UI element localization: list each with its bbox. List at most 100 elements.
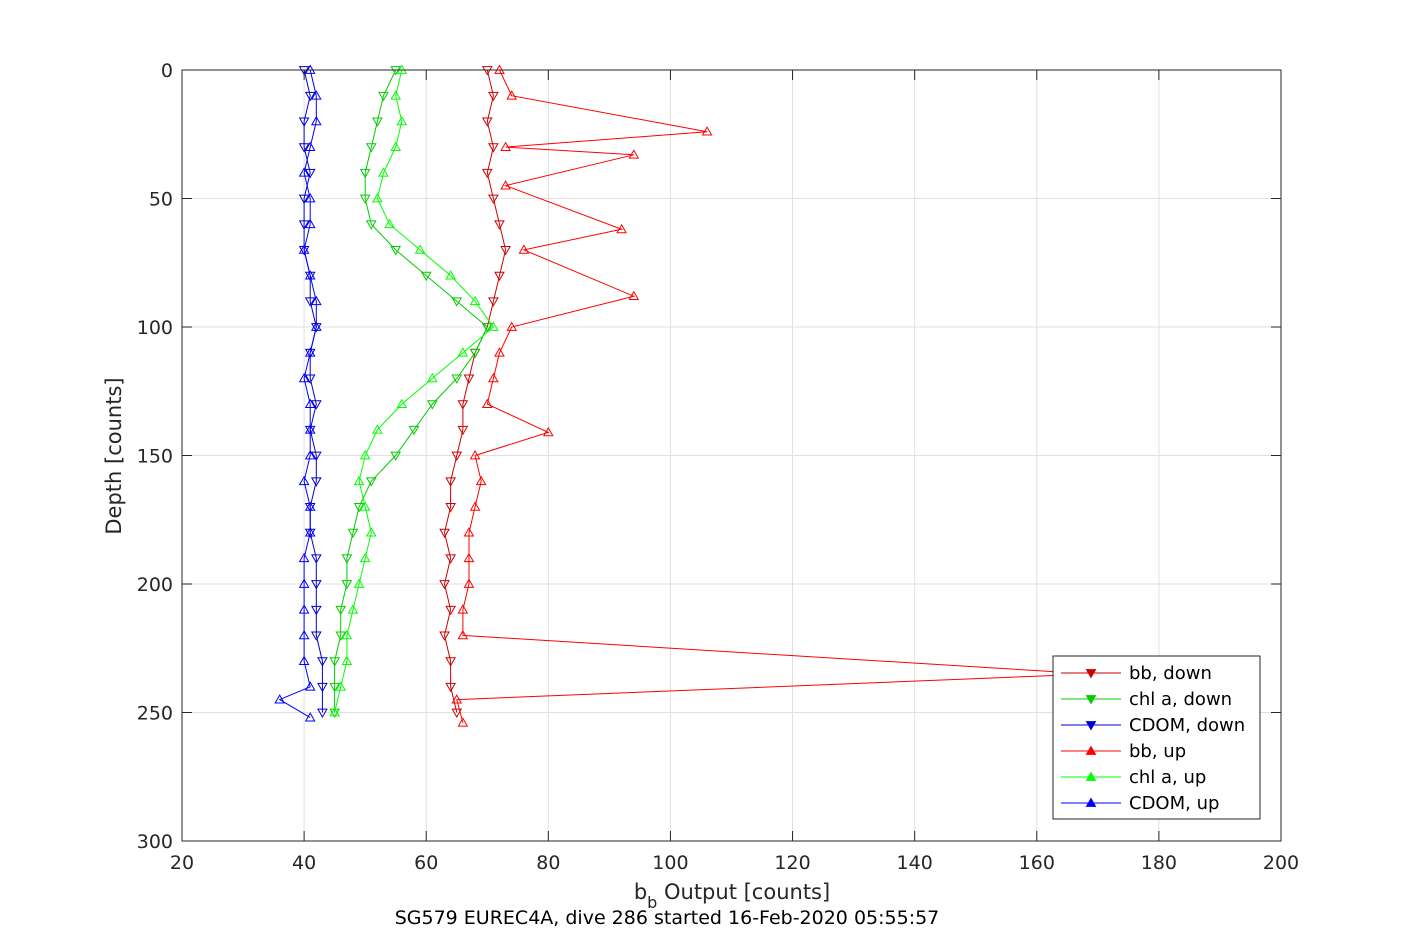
data-point xyxy=(396,398,408,408)
legend-box xyxy=(1052,655,1261,820)
data-point xyxy=(494,64,505,74)
x-axis-label: bb Output [counts] xyxy=(634,880,830,912)
series-line xyxy=(456,69,1092,723)
data-point xyxy=(488,91,499,102)
data-point xyxy=(396,115,408,126)
data-point xyxy=(304,297,316,307)
data-point xyxy=(359,552,371,563)
data-point xyxy=(451,451,463,462)
data-point xyxy=(451,297,463,307)
data-point xyxy=(390,246,402,256)
data-point xyxy=(353,578,365,588)
y-tick-label: 50 xyxy=(149,189,173,211)
x-tick-label: 60 xyxy=(414,852,438,874)
data-point xyxy=(518,244,530,254)
y-tick-label: 150 xyxy=(137,446,173,468)
data-point xyxy=(457,347,469,357)
legend-label: CDOM, down xyxy=(1129,715,1245,736)
data-point xyxy=(304,192,316,203)
data-point xyxy=(445,605,457,616)
data-point xyxy=(488,321,499,331)
x-tick-label: 180 xyxy=(1141,852,1177,874)
data-point xyxy=(451,694,463,704)
data-point xyxy=(304,271,316,282)
data-point xyxy=(304,681,316,691)
series-line xyxy=(278,69,317,719)
data-point xyxy=(353,503,365,513)
data-point xyxy=(488,143,499,153)
data-point xyxy=(481,66,493,76)
data-point xyxy=(298,246,310,256)
data-point xyxy=(488,194,499,205)
data-point xyxy=(298,220,310,230)
data-point xyxy=(341,629,353,640)
data-point xyxy=(310,605,322,616)
data-point xyxy=(481,117,493,127)
data-point xyxy=(445,503,457,513)
data-point xyxy=(341,554,353,564)
data-point xyxy=(616,223,627,234)
legend: bb, down chl a, down CDOM, down bb, up chl a… xyxy=(1052,655,1261,820)
data-point xyxy=(439,580,450,590)
data-point xyxy=(378,91,389,102)
data-point xyxy=(353,475,365,486)
data-point xyxy=(384,218,395,229)
data-point xyxy=(304,503,316,513)
data-point xyxy=(298,66,310,76)
data-point xyxy=(310,580,322,590)
x-tick-label: 40 xyxy=(292,852,316,874)
data-point xyxy=(335,631,347,641)
series-line xyxy=(303,69,323,713)
data-point xyxy=(304,527,316,537)
data-point xyxy=(310,321,322,331)
data-point xyxy=(329,706,341,717)
data-point xyxy=(469,295,481,306)
data-point xyxy=(451,708,463,719)
data-point xyxy=(341,580,353,590)
legend-item-bb-down: bb, down xyxy=(1061,663,1212,684)
legend-item-cdom-up: CDOM, up xyxy=(1061,793,1219,814)
x-tick-label: 160 xyxy=(1019,852,1055,874)
series-chl-a-up xyxy=(329,64,499,717)
series-bb-down xyxy=(439,66,511,719)
x-axis-label-rest: Output [counts] xyxy=(657,880,830,904)
data-point xyxy=(359,194,371,205)
data-point xyxy=(304,712,316,722)
data-point xyxy=(298,167,310,177)
data-point xyxy=(475,475,487,486)
series-line xyxy=(443,69,507,713)
legend-label: bb, down xyxy=(1129,663,1212,684)
legend-marker-sample xyxy=(1085,721,1097,731)
series-bb-up xyxy=(451,64,1098,727)
legend-label: bb, up xyxy=(1129,741,1186,762)
x-axis-label-subscript: b xyxy=(647,893,657,912)
data-point xyxy=(390,141,402,151)
series-chl-a-down xyxy=(329,66,493,719)
data-point xyxy=(310,631,322,641)
data-point xyxy=(298,143,310,153)
data-point xyxy=(426,400,438,410)
data-point xyxy=(298,578,310,588)
data-point xyxy=(463,527,475,537)
data-point xyxy=(500,246,511,256)
data-point xyxy=(304,64,316,74)
data-point xyxy=(390,66,402,76)
data-point xyxy=(628,290,640,301)
data-point xyxy=(457,425,469,436)
y-tick-label: 100 xyxy=(137,317,173,339)
data-point xyxy=(317,657,328,667)
data-point xyxy=(304,398,316,408)
data-point xyxy=(359,501,371,511)
data-point xyxy=(304,218,316,229)
legend-label: CDOM, up xyxy=(1129,793,1219,814)
x-tick-label: 100 xyxy=(652,852,688,874)
data-point xyxy=(365,527,377,537)
legend-label: chl a, down xyxy=(1129,689,1232,710)
data-point xyxy=(481,168,493,179)
data-point xyxy=(335,605,347,616)
data-point xyxy=(463,374,475,384)
data-point xyxy=(304,347,316,357)
data-point xyxy=(359,168,371,179)
data-point xyxy=(341,655,353,665)
